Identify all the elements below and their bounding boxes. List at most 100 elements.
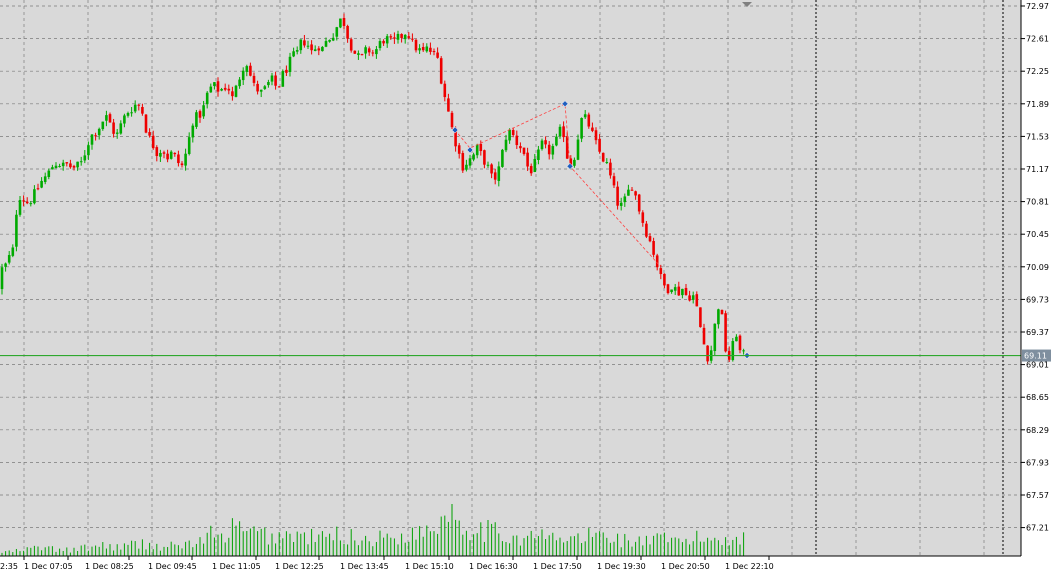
candle-body xyxy=(310,44,313,51)
candle-body xyxy=(497,166,501,181)
candle-body xyxy=(688,295,691,301)
candle-body xyxy=(346,25,349,39)
y-tick-label: 68.29 xyxy=(1026,426,1049,435)
candle-body xyxy=(173,152,177,155)
candle-body xyxy=(666,284,670,294)
zigzag-indicator xyxy=(454,103,661,267)
candle-body xyxy=(40,180,43,188)
candle-body xyxy=(461,153,465,171)
candle-body xyxy=(58,166,61,168)
candle-body xyxy=(130,112,133,114)
candle-body xyxy=(490,164,493,174)
candle-body xyxy=(245,66,249,72)
trade-marker-icon[interactable] xyxy=(561,100,569,108)
candle-body xyxy=(594,130,598,141)
x-tick-label: 1 Dec 15:10 xyxy=(405,562,454,571)
candle-body xyxy=(447,98,450,112)
candle-body xyxy=(677,286,681,296)
candle-body xyxy=(526,152,529,167)
y-tick-label: 72.97 xyxy=(1026,2,1049,11)
candle-body xyxy=(580,118,583,139)
candle-body xyxy=(97,128,101,136)
candle-body xyxy=(472,154,475,160)
candle-body xyxy=(479,143,483,152)
candle-body xyxy=(72,165,76,168)
y-tick-label: 70.09 xyxy=(1026,263,1049,272)
candle-body xyxy=(537,149,540,160)
candle-body xyxy=(533,158,537,173)
candle-body xyxy=(61,162,65,167)
candle-body xyxy=(735,336,738,342)
candle-body xyxy=(619,202,623,206)
candle-body xyxy=(342,18,346,26)
candle-body xyxy=(259,89,263,92)
candle-body xyxy=(115,132,119,134)
candle-body xyxy=(364,47,367,54)
candles xyxy=(0,13,745,365)
y-tick-label: 67.93 xyxy=(1026,458,1049,467)
candle-body xyxy=(443,83,447,98)
candle-body xyxy=(598,138,601,152)
x-tick-label: 2:35 xyxy=(0,562,18,571)
candle-body xyxy=(51,167,54,170)
x-tick-label: 1 Dec 17:50 xyxy=(533,562,582,571)
candle-body xyxy=(436,52,439,58)
candle-body xyxy=(288,56,292,73)
trade-marker-icon[interactable] xyxy=(451,126,459,134)
y-tick-label: 69.37 xyxy=(1026,328,1049,337)
candle-body xyxy=(713,323,717,352)
candle-body xyxy=(227,88,231,91)
candle-body xyxy=(69,163,72,168)
x-tick-label: 1 Dec 12:25 xyxy=(275,562,324,571)
candle-body xyxy=(425,46,429,52)
candle-body xyxy=(400,34,403,38)
candle-body xyxy=(331,37,335,41)
candle-body xyxy=(155,147,159,157)
y-tick-label: 67.21 xyxy=(1026,524,1049,533)
candle-body xyxy=(223,87,227,90)
candle-body xyxy=(529,166,533,174)
candle-body xyxy=(112,122,115,134)
candle-body xyxy=(335,27,339,37)
current-price-label: 69.11 xyxy=(1024,352,1047,361)
candle-body xyxy=(198,111,202,118)
candle-body xyxy=(645,223,648,237)
chart-shift-icon[interactable] xyxy=(742,2,752,7)
candle-body xyxy=(551,146,555,155)
candle-body xyxy=(79,161,83,163)
candle-body xyxy=(522,147,526,154)
candle-body xyxy=(76,161,79,168)
candle-body xyxy=(83,155,87,161)
candle-body xyxy=(573,159,576,166)
candle-body xyxy=(378,41,382,49)
current-price-tag xyxy=(1022,349,1051,362)
y-tick-label: 69.01 xyxy=(1026,361,1049,370)
candle-body xyxy=(22,200,25,202)
candle-body xyxy=(501,149,504,167)
candle-body xyxy=(141,107,144,114)
candle-body xyxy=(717,309,720,325)
candle-body xyxy=(313,49,317,51)
candle-body xyxy=(119,123,123,134)
candle-body xyxy=(439,58,443,84)
candle-body xyxy=(33,189,36,204)
trade-marker-icon[interactable] xyxy=(566,162,574,170)
candle-body xyxy=(43,176,47,183)
candle-body xyxy=(605,162,609,164)
candle-body xyxy=(508,129,511,141)
candle-body xyxy=(641,212,645,223)
candle-body xyxy=(681,288,684,296)
candle-body xyxy=(396,33,400,40)
candle-body xyxy=(177,154,180,164)
candle-body xyxy=(349,39,353,51)
candle-body xyxy=(274,75,277,86)
candle-body xyxy=(191,125,195,138)
trade-marker-icon[interactable] xyxy=(466,146,474,154)
candle-body xyxy=(209,86,213,93)
candle-body xyxy=(108,114,112,123)
y-tick-label: 70.81 xyxy=(1026,198,1049,207)
candle-body xyxy=(90,134,94,145)
candle-body xyxy=(706,345,709,362)
